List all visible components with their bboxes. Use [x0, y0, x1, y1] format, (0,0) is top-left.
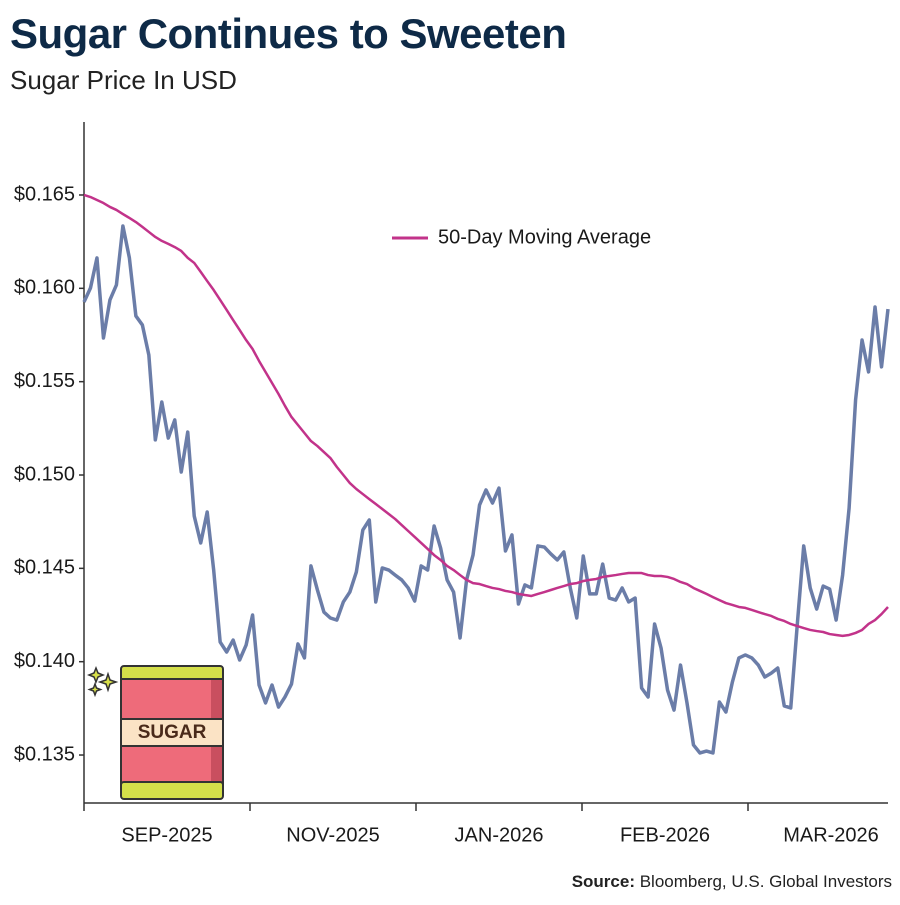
x-tick-label: NOV-2025: [286, 824, 379, 846]
source-label: Source:: [572, 872, 635, 891]
icon-label: SUGAR: [138, 722, 207, 743]
y-tick-label: $0.135: [14, 743, 75, 765]
sparkles: [86, 665, 119, 698]
y-tick-label: $0.150: [14, 463, 75, 485]
legend-label: 50-Day Moving Average: [438, 226, 651, 248]
icon-band: [120, 718, 224, 747]
source: Source: Bloomberg, U.S. Global Investors: [572, 872, 892, 891]
line-series: [82, 224, 890, 755]
x-tick-label: MAR-2026: [783, 824, 879, 846]
icon-bottom: [120, 781, 224, 800]
x-tick-label: SEP-2025: [121, 824, 212, 846]
y-tick-label: $0.140: [14, 650, 75, 672]
x-tick-label: FEB-2026: [620, 824, 710, 846]
x-tick-label: JAN-2026: [455, 824, 544, 846]
y-tick-label: $0.160: [14, 277, 75, 299]
line-series: [83, 193, 889, 638]
y-tick-label: $0.155: [14, 370, 75, 392]
sugar-icon: SUGAR: [86, 665, 224, 800]
chart-subtitle: Sugar Price In USD: [10, 65, 237, 95]
y-tick-label: $0.145: [14, 557, 75, 579]
y-tick-label: $0.165: [14, 183, 75, 205]
source-text: Bloomberg, U.S. Global Investors: [640, 872, 892, 891]
chart-title: Sugar Continues to Sweeten: [10, 10, 566, 57]
